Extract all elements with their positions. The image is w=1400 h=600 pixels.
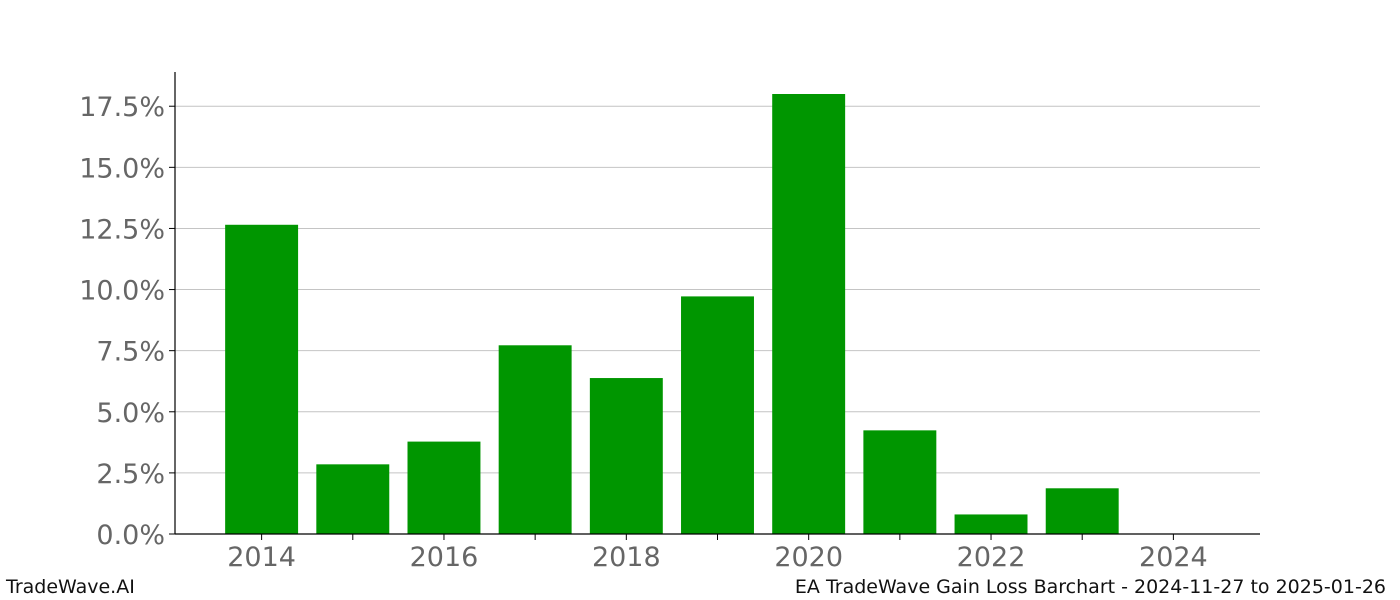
y-tick-label: 2.5% — [96, 459, 165, 490]
y-tick-label: 10.0% — [79, 276, 165, 307]
bar-2014 — [225, 224, 299, 534]
bar-2020 — [772, 94, 846, 534]
bar-2017 — [498, 345, 572, 534]
x-tick-label: 2022 — [957, 542, 1026, 573]
y-axis-ticks: 0.0% 2.5% 5.0% 7.5% 10.0% 12.5% 15.0% 17.5% — [79, 92, 175, 551]
bar-2015 — [316, 464, 390, 534]
bar-2023 — [1045, 488, 1119, 534]
bar-2022 — [954, 514, 1028, 534]
y-tick-label: 15.0% — [79, 153, 165, 184]
x-tick-label: 2014 — [227, 542, 296, 573]
x-tick-label: 2020 — [774, 542, 843, 573]
y-tick-label: 5.0% — [96, 398, 165, 429]
bar-2016 — [407, 441, 481, 534]
bar-2018 — [589, 378, 663, 534]
y-tick-label: 7.5% — [96, 337, 165, 368]
x-tick-label: 2024 — [1139, 542, 1208, 573]
bar-2019 — [681, 296, 754, 534]
x-axis-ticks: 2014 2016 2018 2020 2022 2024 — [227, 534, 1208, 573]
bar-2021 — [863, 430, 937, 534]
x-tick-label: 2016 — [410, 542, 479, 573]
chart-caption: EA TradeWave Gain Loss Barchart - 2024-1… — [794, 576, 1386, 598]
brand-footer: TradeWave.AI — [6, 576, 135, 598]
y-tick-label: 12.5% — [79, 214, 165, 245]
y-tick-label: 0.0% — [96, 520, 165, 551]
bars — [225, 94, 1119, 534]
y-tick-label: 17.5% — [79, 92, 165, 123]
x-tick-label: 2018 — [592, 542, 661, 573]
